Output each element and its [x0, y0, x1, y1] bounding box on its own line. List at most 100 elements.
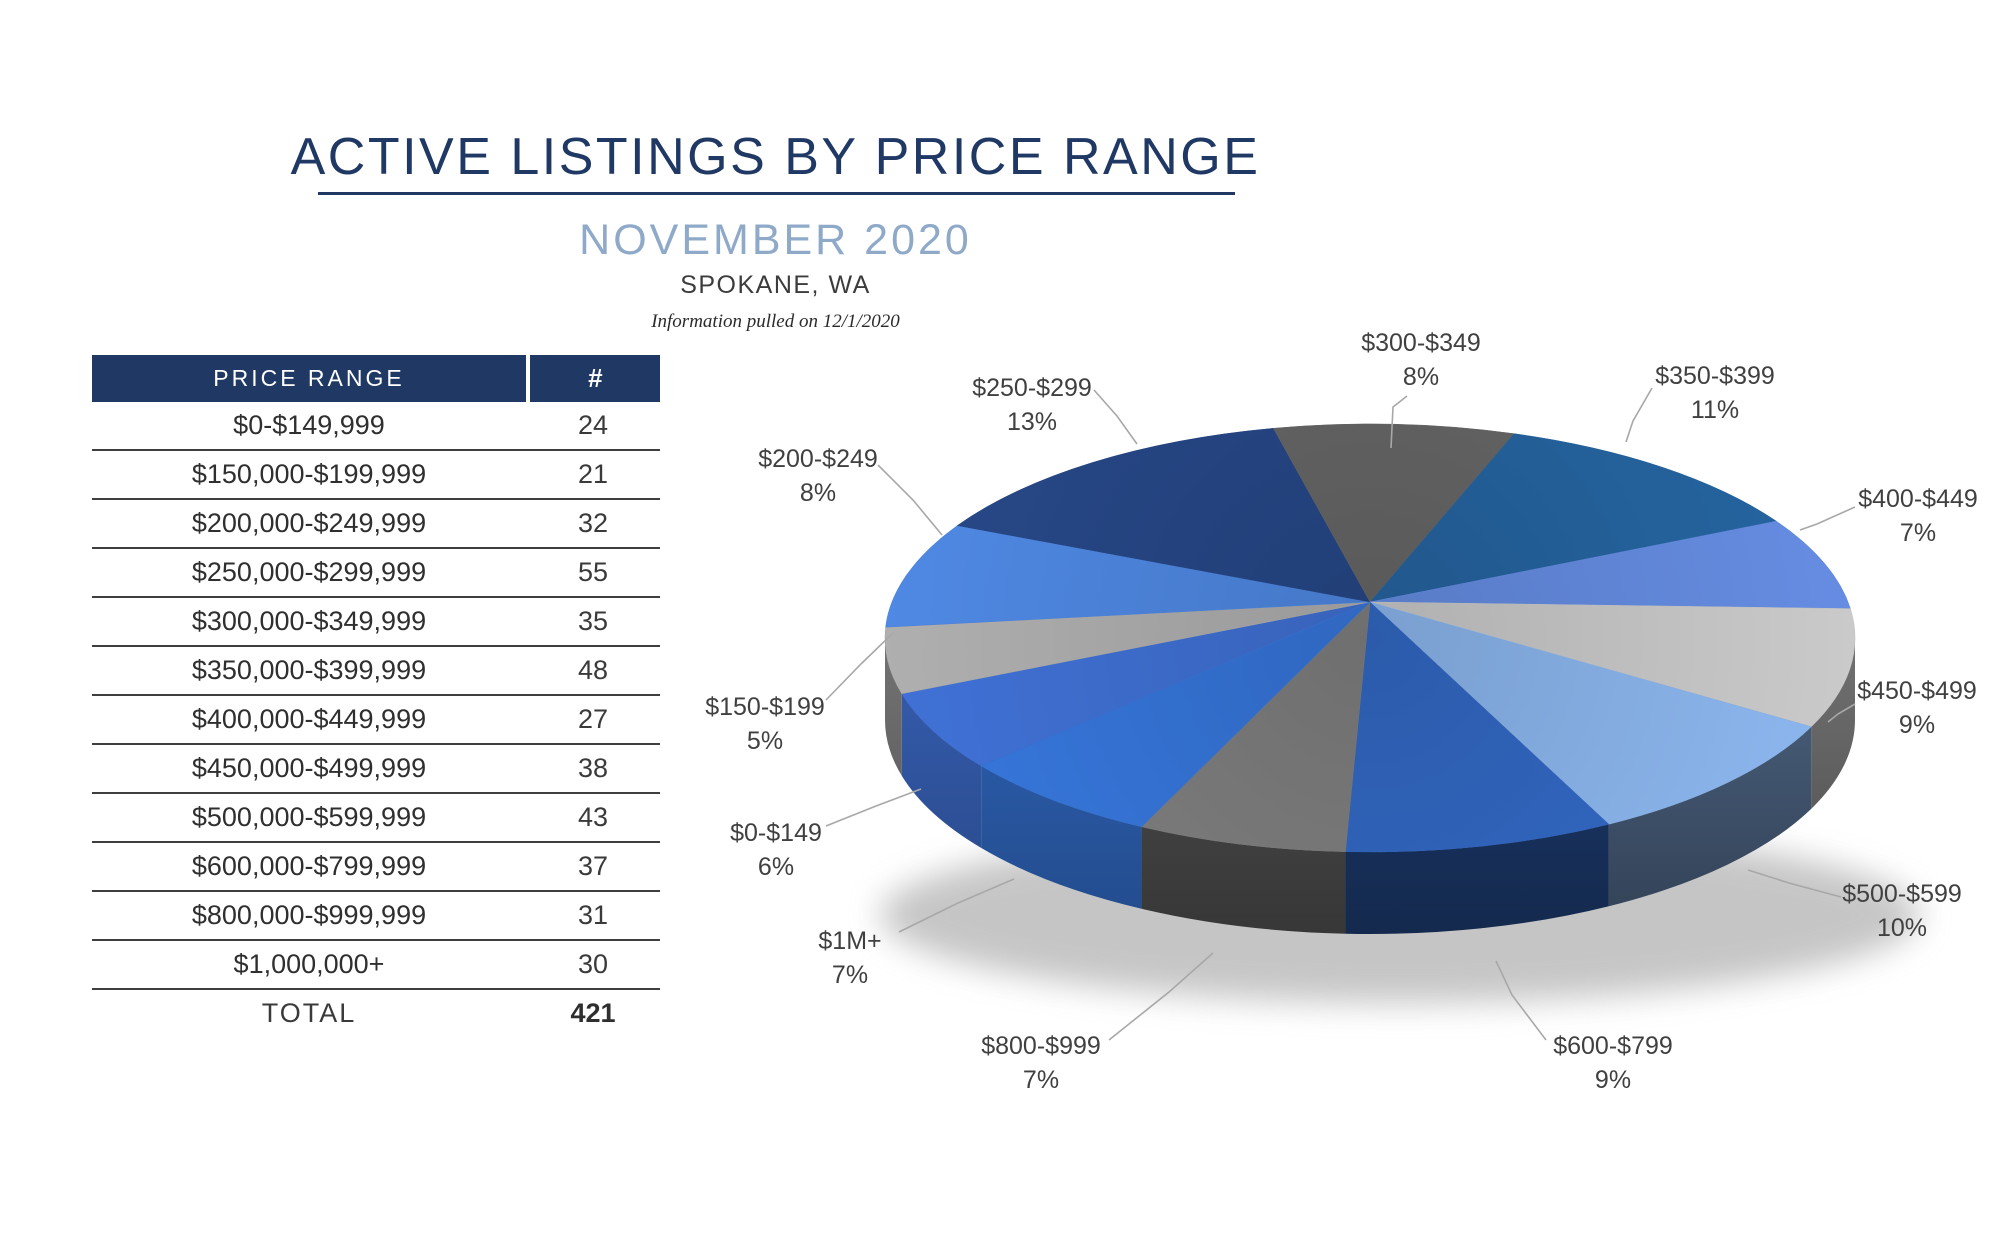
callout-percent-text: 7% — [1899, 519, 1937, 547]
column-header-count: # — [530, 355, 660, 402]
leader-line-$500-$599 — [1747, 869, 1842, 898]
column-header-price-range: PRICE RANGE — [92, 355, 526, 402]
column-divider — [526, 355, 530, 402]
callout-percent-text: 11% — [1690, 396, 1740, 424]
pie-slice-$0-$149 — [901, 601, 1371, 767]
callout-range-text: $500-$599 — [1842, 880, 1962, 908]
pie-slice-$350-$399 — [1369, 433, 1777, 603]
price-range-cell: $300,000-$349,999 — [191, 606, 427, 636]
pie-slice-side-$1M+ — [981, 765, 1142, 909]
price-range-cell: $0-$149,999 — [233, 410, 385, 440]
callout-range-text: $0-$149 — [730, 819, 822, 847]
price-range-cell: $250,000-$299,999 — [191, 557, 427, 587]
callout-percent-text: 8% — [1402, 363, 1440, 391]
callout-percent-text: 13% — [1006, 408, 1058, 436]
pie-slice-$600-$799 — [1345, 601, 1610, 853]
callout-range-text: $400-$449 — [1858, 485, 1978, 513]
table-row: $350,000-$399,999 48 — [92, 647, 660, 696]
pie-slice-$200-$249 — [885, 525, 1371, 628]
leader-line-$450-$499 — [1827, 703, 1856, 723]
callout-range-text: $450-$499 — [1857, 677, 1977, 705]
price-range-table: PRICE RANGE # $0-$149,999 24 $150,000-$199… — [92, 355, 660, 1037]
report-month: NOVEMBER 2020 — [579, 216, 972, 264]
data-pull-note: Information pulled on 12/1/2020 — [651, 311, 900, 332]
pie-callout-$0-$149: $0-$149 6% — [730, 816, 822, 884]
pie-slice-$1M+ — [980, 601, 1371, 828]
count-cell: 38 — [577, 753, 609, 783]
table-row: $200,000-$249,999 32 — [92, 500, 660, 549]
table-row: $150,000-$199,999 21 — [92, 451, 660, 500]
leader-line-$250-$299 — [1093, 389, 1138, 445]
price-range-cell: $200,000-$249,999 — [191, 508, 427, 538]
callout-range-text: $350-$399 — [1655, 362, 1775, 390]
price-range-cell: $450,000-$499,999 — [191, 753, 427, 783]
pie-slice-$250-$299 — [956, 428, 1371, 603]
leader-line-$600-$799 — [1495, 960, 1547, 1041]
leader-line-$150-$199 — [825, 632, 894, 701]
pie-callout-$200-$249: $200-$249 8% — [758, 442, 878, 510]
callout-range-text: $250-$299 — [972, 374, 1092, 402]
pie-callout-$150-$199: $150-$199 5% — [705, 690, 825, 758]
leader-line-$400-$449 — [1799, 506, 1856, 531]
count-cell: 30 — [577, 949, 609, 979]
pie-slice-side-$450-$499 — [1811, 638, 1855, 809]
title-underline — [318, 192, 1235, 195]
pie-slice-side-$150-$199 — [885, 638, 902, 776]
count-cell: 55 — [577, 557, 609, 587]
price-range-cell: $500,000-$599,999 — [191, 802, 427, 832]
pie-slice-$150-$199 — [884, 601, 1371, 695]
leader-line-$1M+ — [898, 878, 1015, 933]
count-cell: 43 — [577, 802, 609, 832]
callout-percent-text: 7% — [831, 961, 869, 989]
callout-percent-text: 5% — [746, 727, 784, 755]
report-location: SPOKANE, WA — [680, 271, 871, 299]
callout-percent-text: 9% — [1898, 711, 1936, 739]
leader-line-$350-$399 — [1625, 387, 1653, 443]
callout-percent-text: 9% — [1594, 1066, 1632, 1094]
pie-slice-side-$500-$599 — [1608, 726, 1812, 907]
callout-percent-text: 6% — [757, 853, 795, 881]
price-range-cell: $350,000-$399,999 — [191, 655, 427, 685]
pie-slice-side-$800-$999 — [1141, 826, 1346, 934]
table-row: $400,000-$449,999 27 — [92, 696, 660, 745]
pie-slice-side-$600-$799 — [1345, 824, 1609, 934]
pie-callout-$600-$799: $600-$799 9% — [1553, 1029, 1673, 1097]
count-cell: 21 — [577, 459, 609, 489]
table-row: $800,000-$999,999 31 — [92, 892, 660, 941]
count-cell: 35 — [577, 606, 609, 636]
pie-callout-$400-$449: $400-$449 7% — [1858, 482, 1978, 550]
pie-slice-$450-$499 — [1369, 601, 1856, 728]
table-row: $300,000-$349,999 35 — [92, 598, 660, 647]
callout-range-text: $200-$249 — [758, 445, 878, 473]
table-body: $0-$149,999 24 $150,000-$199,999 21 $200,000… — [92, 402, 660, 1037]
pie-callout-$300-$349: $300-$349 8% — [1361, 326, 1481, 394]
total-value: 421 — [570, 998, 616, 1028]
count-cell: 37 — [577, 851, 609, 881]
price-range-cell: $400,000-$449,999 — [191, 704, 427, 734]
pie-callout-$450-$499: $450-$499 9% — [1857, 674, 1977, 742]
count-cell: 24 — [577, 410, 609, 440]
price-range-cell: $150,000-$199,999 — [191, 459, 427, 489]
count-cell: 48 — [577, 655, 609, 685]
table-row: $450,000-$499,999 38 — [92, 745, 660, 794]
count-cell: 32 — [577, 508, 609, 538]
callout-percent-text: 10% — [1876, 914, 1928, 942]
pie-slice-$400-$449 — [1369, 520, 1851, 609]
table-row: $600,000-$799,999 37 — [92, 843, 660, 892]
pie-slice-$800-$999 — [1141, 601, 1371, 852]
callout-range-text: $150-$199 — [705, 693, 825, 721]
leader-line-$0-$149 — [825, 788, 922, 827]
total-label: TOTAL — [261, 998, 357, 1028]
pie-slice-side-$0-$149 — [901, 693, 982, 848]
pie-slice-$500-$599 — [1369, 601, 1812, 825]
price-range-cell: $800,000-$999,999 — [191, 900, 427, 930]
pie-slice-$300-$349 — [1272, 423, 1515, 603]
count-cell: 31 — [577, 900, 609, 930]
callout-range-text: $300-$349 — [1361, 329, 1481, 357]
leader-line-$800-$999 — [1108, 952, 1214, 1041]
pie-callout-$800-$999: $800-$999 7% — [981, 1029, 1101, 1097]
callout-range-text: $800-$999 — [981, 1032, 1101, 1060]
pie-callout-$1M+: $1M+ 7% — [818, 924, 881, 992]
